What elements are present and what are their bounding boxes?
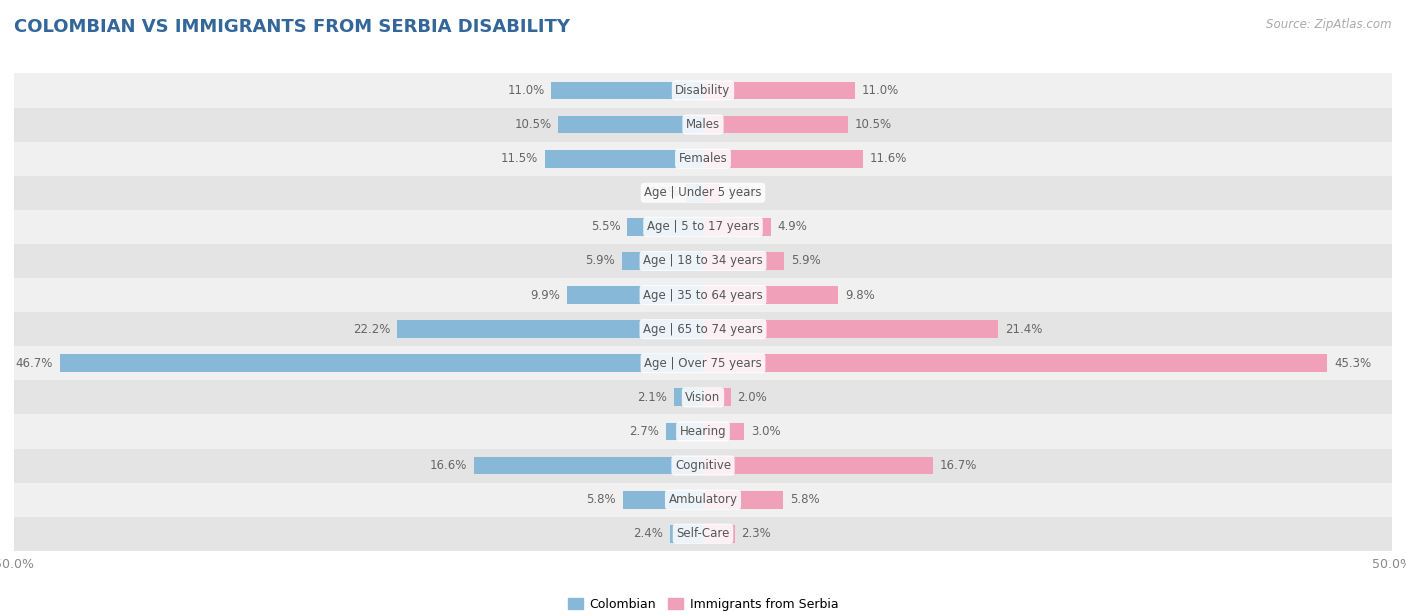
- Bar: [558, 116, 703, 133]
- Text: 45.3%: 45.3%: [1334, 357, 1371, 370]
- Text: 5.9%: 5.9%: [585, 255, 614, 267]
- Text: 1.2%: 1.2%: [727, 186, 756, 200]
- Bar: [14, 483, 1392, 517]
- Bar: [621, 252, 703, 270]
- Text: Hearing: Hearing: [679, 425, 727, 438]
- Bar: [703, 286, 838, 304]
- Bar: [666, 423, 703, 440]
- Text: 5.5%: 5.5%: [591, 220, 620, 233]
- Text: 10.5%: 10.5%: [855, 118, 891, 131]
- Bar: [627, 218, 703, 236]
- Text: Cognitive: Cognitive: [675, 459, 731, 472]
- Bar: [14, 176, 1392, 210]
- Text: 2.4%: 2.4%: [633, 528, 664, 540]
- Bar: [14, 73, 1392, 108]
- Text: 4.9%: 4.9%: [778, 220, 807, 233]
- Bar: [703, 81, 855, 99]
- Bar: [14, 312, 1392, 346]
- Text: 16.6%: 16.6%: [430, 459, 467, 472]
- Text: 2.7%: 2.7%: [628, 425, 659, 438]
- Bar: [14, 141, 1392, 176]
- Text: 3.0%: 3.0%: [751, 425, 780, 438]
- Text: Disability: Disability: [675, 84, 731, 97]
- Text: 9.8%: 9.8%: [845, 289, 875, 302]
- Bar: [703, 354, 1327, 372]
- Bar: [703, 116, 848, 133]
- Bar: [14, 244, 1392, 278]
- Text: Age | 35 to 64 years: Age | 35 to 64 years: [643, 289, 763, 302]
- Bar: [703, 457, 934, 474]
- Bar: [703, 150, 863, 168]
- Text: Self-Care: Self-Care: [676, 528, 730, 540]
- Bar: [703, 389, 731, 406]
- Bar: [673, 389, 703, 406]
- Text: 5.8%: 5.8%: [790, 493, 820, 506]
- Legend: Colombian, Immigrants from Serbia: Colombian, Immigrants from Serbia: [562, 593, 844, 612]
- Bar: [703, 252, 785, 270]
- Bar: [59, 354, 703, 372]
- Bar: [14, 517, 1392, 551]
- Bar: [703, 184, 720, 201]
- Text: Source: ZipAtlas.com: Source: ZipAtlas.com: [1267, 18, 1392, 31]
- Text: Age | Over 75 years: Age | Over 75 years: [644, 357, 762, 370]
- Bar: [396, 320, 703, 338]
- Bar: [474, 457, 703, 474]
- Bar: [703, 491, 783, 509]
- Bar: [544, 150, 703, 168]
- Text: Age | Under 5 years: Age | Under 5 years: [644, 186, 762, 200]
- Bar: [14, 108, 1392, 141]
- Bar: [14, 449, 1392, 483]
- Bar: [14, 346, 1392, 380]
- Text: 21.4%: 21.4%: [1005, 323, 1042, 335]
- Text: 11.5%: 11.5%: [501, 152, 537, 165]
- Text: 9.9%: 9.9%: [530, 289, 560, 302]
- Text: 11.0%: 11.0%: [508, 84, 544, 97]
- Bar: [551, 81, 703, 99]
- Bar: [623, 491, 703, 509]
- Text: COLOMBIAN VS IMMIGRANTS FROM SERBIA DISABILITY: COLOMBIAN VS IMMIGRANTS FROM SERBIA DISA…: [14, 18, 569, 36]
- Bar: [703, 525, 735, 543]
- Bar: [14, 414, 1392, 449]
- Text: 1.2%: 1.2%: [650, 186, 679, 200]
- Text: 11.0%: 11.0%: [862, 84, 898, 97]
- Text: Females: Females: [679, 152, 727, 165]
- Text: 5.9%: 5.9%: [792, 255, 821, 267]
- Text: 2.1%: 2.1%: [637, 391, 668, 404]
- Text: Age | 65 to 74 years: Age | 65 to 74 years: [643, 323, 763, 335]
- Text: 2.3%: 2.3%: [741, 528, 772, 540]
- Bar: [669, 525, 703, 543]
- Bar: [703, 423, 744, 440]
- Bar: [14, 380, 1392, 414]
- Text: 10.5%: 10.5%: [515, 118, 551, 131]
- Bar: [567, 286, 703, 304]
- Bar: [703, 218, 770, 236]
- Bar: [14, 210, 1392, 244]
- Text: Vision: Vision: [685, 391, 721, 404]
- Text: 22.2%: 22.2%: [353, 323, 391, 335]
- Text: 11.6%: 11.6%: [870, 152, 907, 165]
- Bar: [703, 320, 998, 338]
- Text: 2.0%: 2.0%: [738, 391, 768, 404]
- Text: 5.8%: 5.8%: [586, 493, 616, 506]
- Text: Males: Males: [686, 118, 720, 131]
- Text: 16.7%: 16.7%: [941, 459, 977, 472]
- Text: Age | 18 to 34 years: Age | 18 to 34 years: [643, 255, 763, 267]
- Bar: [14, 278, 1392, 312]
- Bar: [686, 184, 703, 201]
- Text: Age | 5 to 17 years: Age | 5 to 17 years: [647, 220, 759, 233]
- Text: 46.7%: 46.7%: [15, 357, 52, 370]
- Text: Ambulatory: Ambulatory: [668, 493, 738, 506]
